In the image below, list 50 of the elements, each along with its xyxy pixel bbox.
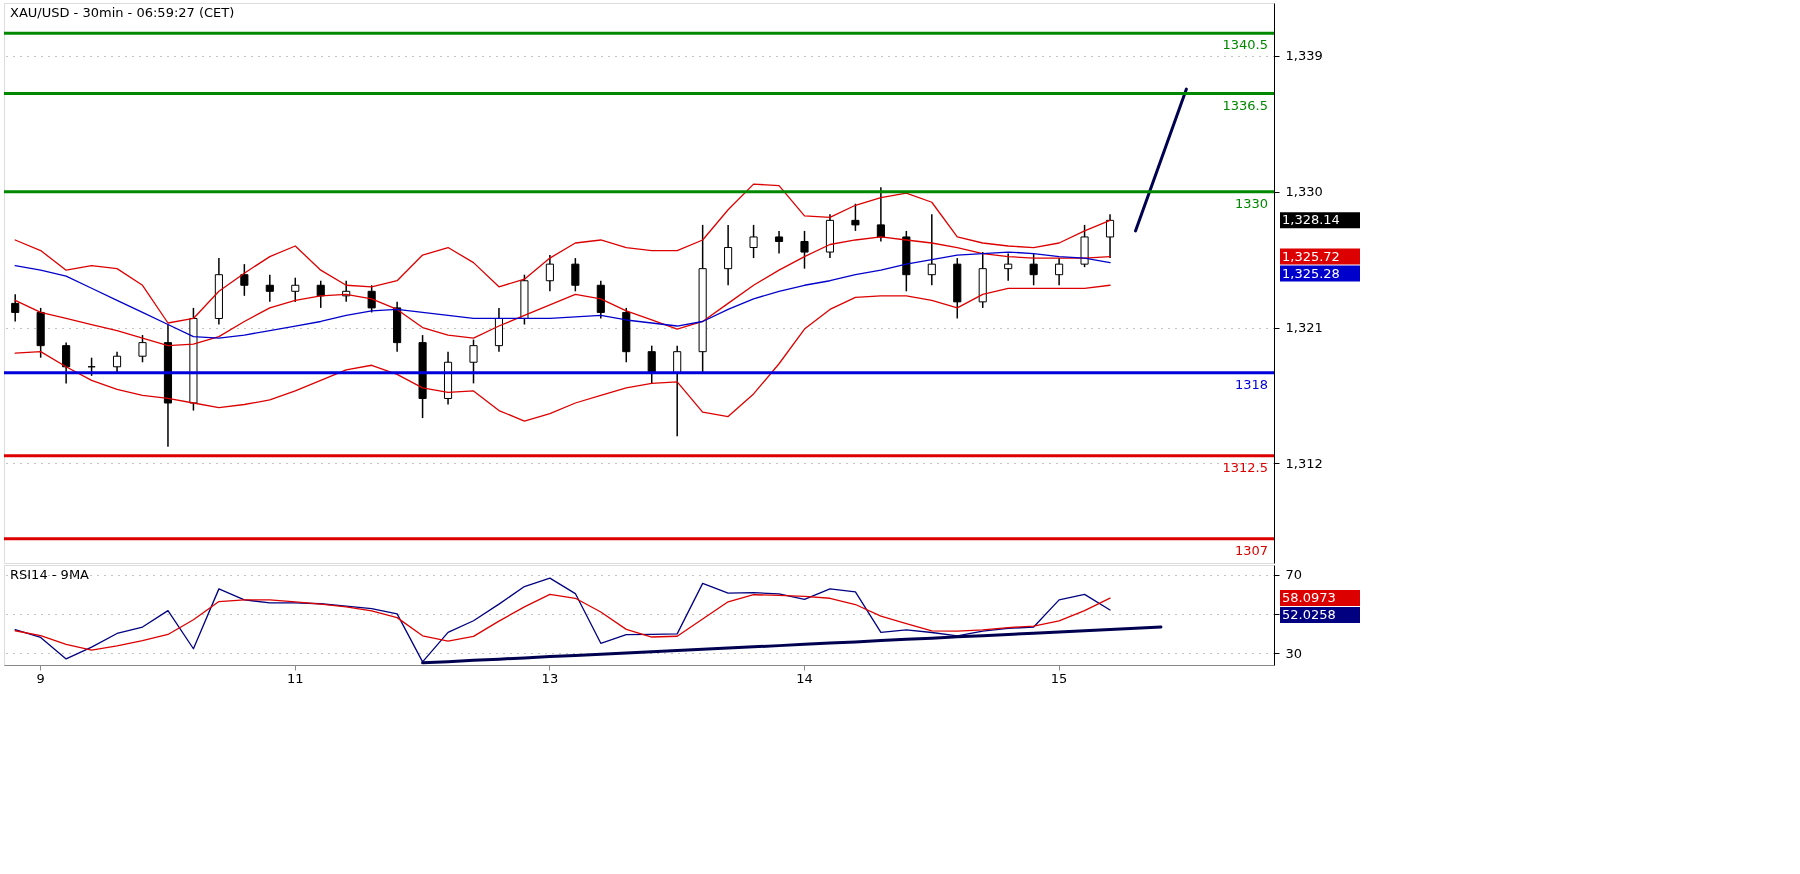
ref-line-label: 1307: [1234, 542, 1268, 558]
candlestick: [724, 224, 733, 287]
candlestick: [545, 254, 554, 293]
candlestick: [11, 293, 20, 323]
x-tick-label: 15: [1050, 670, 1068, 686]
y-tick-label: 30: [1285, 645, 1303, 661]
ref-line-label: 1336.5: [1222, 97, 1268, 113]
candlestick: [774, 230, 784, 255]
candlestick: [138, 334, 147, 363]
x-tick-label: 11: [287, 670, 304, 686]
y-tick-label: 1,321: [1285, 320, 1323, 336]
ref-line-label: 1330: [1234, 195, 1268, 211]
candlestick: [1004, 252, 1013, 282]
y-tick-label: 1,339: [1285, 48, 1323, 64]
candlestick: [851, 203, 860, 232]
ref-line-label: 1340.5: [1222, 37, 1268, 53]
candlestick: [265, 273, 274, 303]
candlestick: [240, 263, 249, 297]
candlestick: [749, 224, 758, 259]
candlestick: [800, 230, 809, 270]
ref-line-label: 1318: [1234, 376, 1268, 392]
text: 52.0258: [1282, 607, 1336, 623]
text: 1,325.72: [1282, 248, 1340, 264]
candlestick: [291, 276, 300, 303]
line-series: [14, 251, 1111, 339]
chart-title: RSI14 - 9MA: [10, 567, 90, 582]
x-tick-label: 14: [796, 670, 813, 686]
candlestick: [1055, 257, 1064, 287]
text: 1,325.28: [1282, 265, 1340, 281]
line-series: [14, 593, 1111, 651]
ref-line-label: 1312.5: [1222, 459, 1268, 475]
candlestick: [1029, 252, 1038, 287]
text: 1,328.14: [1282, 212, 1340, 228]
line-series: [14, 577, 1111, 663]
candlestick: [62, 341, 71, 385]
x-tick-label: 9: [36, 670, 45, 686]
y-tick-label: 1,312: [1285, 455, 1323, 471]
candlestick: [469, 338, 478, 385]
candlestick: [876, 186, 885, 243]
line-series: [14, 284, 1111, 422]
x-tick-label: 13: [541, 670, 559, 686]
candlestick: [927, 213, 936, 287]
y-tick-label: 70: [1285, 567, 1303, 583]
line-series: [421, 625, 1163, 665]
candlestick: [1105, 213, 1115, 259]
chart-title: XAU/USD - 30min - 06:59:27 (CET): [10, 5, 235, 20]
candlestick: [112, 350, 122, 374]
text: 58.0973: [1282, 590, 1336, 606]
y-tick-label: 1,330: [1285, 184, 1323, 200]
candlestick: [571, 257, 580, 293]
